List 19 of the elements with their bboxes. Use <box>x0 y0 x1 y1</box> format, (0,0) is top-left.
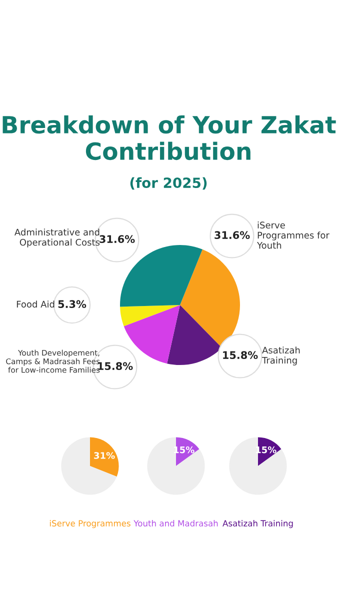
chart-subtitle: (for 2025) <box>130 177 207 190</box>
data-label: 15.8% <box>98 362 133 370</box>
data-label: 5.3% <box>58 300 86 308</box>
data-label: 31% <box>94 452 115 459</box>
data-label: 15.8% <box>223 351 258 360</box>
slice-label: Food Aid <box>16 300 54 308</box>
pie-slice <box>229 437 287 495</box>
pie-slice <box>147 437 205 495</box>
text: iServe Programmes <box>50 520 130 528</box>
text: Youth and Madrasah <box>134 520 218 526</box>
slice-label: Administrative and Operational Costs <box>14 228 100 248</box>
pie-slice <box>61 437 117 495</box>
slice-label: iServe Programmes for Youth <box>256 222 330 249</box>
pie-slice <box>90 437 119 477</box>
chart-title: Breakdown of Your Zakat Contribution <box>2 115 336 160</box>
slice-label: Asatizah Training <box>262 346 300 366</box>
text: Asatizah Training <box>222 520 293 528</box>
data-label: 31.6% <box>100 235 135 244</box>
data-label: 31.6% <box>214 231 250 240</box>
